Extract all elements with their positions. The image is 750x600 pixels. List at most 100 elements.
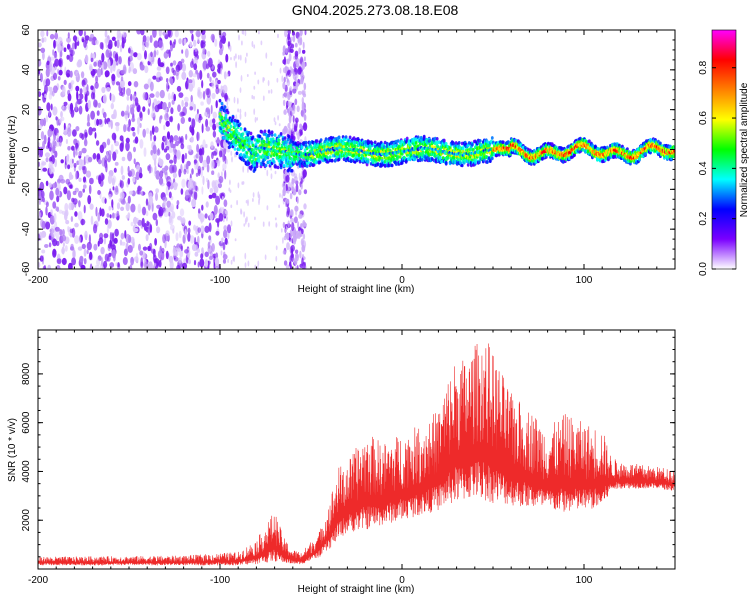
heatmap-cell xyxy=(63,186,68,195)
heatmap-cell xyxy=(254,71,256,75)
heatmap-cell xyxy=(63,79,67,86)
heatmap-cell xyxy=(264,254,267,260)
heatmap-cell xyxy=(53,39,56,49)
heatmap-cell xyxy=(166,181,172,187)
heatmap-cell xyxy=(297,232,301,240)
heatmap-cell xyxy=(150,81,154,92)
heatmap-cell xyxy=(237,182,240,189)
heatmap-cell xyxy=(302,222,307,227)
heatmap-cell xyxy=(296,264,299,269)
heatmap-cell xyxy=(101,141,107,149)
heatmap-cell xyxy=(59,118,63,124)
heatmap-cell xyxy=(156,127,159,133)
heatmap-cell xyxy=(63,122,66,131)
heatmap-cell xyxy=(151,125,155,135)
heatmap-cell xyxy=(258,134,262,139)
heatmap-cell xyxy=(55,231,60,241)
heatmap-cell xyxy=(234,143,238,147)
heatmap-cell xyxy=(133,146,136,153)
heatmap-cell xyxy=(159,89,165,99)
heatmap-cell xyxy=(73,162,77,168)
heatmap-cell xyxy=(200,167,203,178)
heatmap-cell xyxy=(158,157,162,165)
heatmap-cell xyxy=(242,158,246,163)
heatmap-cell xyxy=(101,61,105,72)
heatmap-cell xyxy=(180,116,185,124)
heatmap-cell xyxy=(188,259,191,265)
heatmap-cell xyxy=(142,246,148,251)
heatmap-cell xyxy=(274,170,277,175)
heatmap-cell xyxy=(187,232,191,242)
heatmap-cell xyxy=(282,250,286,255)
heatmap-cell xyxy=(146,35,150,43)
heatmap-cell xyxy=(107,43,113,50)
heatmap-cell xyxy=(137,104,141,113)
heatmap-cell xyxy=(253,108,256,115)
heatmap-cell xyxy=(130,203,136,213)
heatmap-cell xyxy=(147,245,152,252)
heatmap-cell xyxy=(163,124,166,131)
heatmap-cell xyxy=(194,57,198,65)
heatmap-cell xyxy=(286,242,290,251)
heatmap-cell xyxy=(297,132,300,141)
heatmap-cell xyxy=(270,89,273,94)
heatmap-cell xyxy=(75,126,80,132)
heatmap-cell xyxy=(83,204,86,214)
heatmap-cell xyxy=(289,46,292,53)
heatmap-cell xyxy=(207,241,211,249)
heatmap-cell xyxy=(220,105,224,110)
heatmap-cell xyxy=(60,111,63,118)
heatmap-cell xyxy=(199,213,205,223)
heatmap-cell xyxy=(231,156,233,163)
heatmap-cell xyxy=(52,249,57,256)
heatmap-cell xyxy=(189,30,194,34)
heatmap-cell xyxy=(178,257,183,264)
heatmap-cell xyxy=(337,135,341,140)
heatmap-cell xyxy=(295,180,299,185)
heatmap-cell xyxy=(195,172,199,177)
heatmap-cell xyxy=(218,175,224,184)
heatmap-cell xyxy=(127,56,131,67)
heatmap-cell xyxy=(72,190,77,196)
heatmap-cell xyxy=(287,30,291,35)
heatmap-cell xyxy=(38,161,41,167)
heatmap-cell xyxy=(46,60,50,66)
heatmap-cell xyxy=(287,33,291,41)
heatmap-cell xyxy=(344,135,348,139)
heatmap-cell xyxy=(100,208,105,217)
heatmap-cell xyxy=(233,147,237,151)
heatmap-cell xyxy=(38,42,42,48)
heatmap-cell xyxy=(209,187,214,194)
heatmap-cell xyxy=(234,238,237,242)
heatmap-cell xyxy=(96,68,102,78)
heatmap-cell xyxy=(110,244,116,251)
heatmap-cell xyxy=(66,73,70,78)
heatmap-cell xyxy=(107,174,113,185)
heatmap-cell xyxy=(79,88,83,94)
heatmap-cell xyxy=(45,180,49,187)
heatmap-cell xyxy=(40,30,45,38)
heatmap-cell xyxy=(288,114,292,124)
heatmap-cell xyxy=(222,37,226,45)
heatmap-cell xyxy=(79,132,83,139)
heatmap-cell xyxy=(206,155,211,165)
heatmap-cell xyxy=(152,75,157,80)
heatmap-cell xyxy=(282,81,286,90)
heatmap-cell xyxy=(152,30,157,38)
heatmap-cell xyxy=(193,63,198,71)
heatmap-cell xyxy=(114,53,119,62)
heatmap-cell xyxy=(212,118,216,124)
heatmap-cell xyxy=(190,136,194,143)
heatmap-cell xyxy=(366,160,370,164)
heatmap-cell xyxy=(42,140,46,150)
heatmap-cell xyxy=(88,184,92,195)
heatmap-cell xyxy=(166,82,170,92)
heatmap-cell xyxy=(78,150,83,156)
heatmap-cell xyxy=(235,114,238,121)
heatmap-cell xyxy=(222,136,226,140)
heatmap-cell xyxy=(158,40,164,48)
heatmap-cell xyxy=(130,236,135,244)
heatmap-cell xyxy=(284,175,288,184)
heatmap-cell xyxy=(100,246,105,255)
heatmap-cell xyxy=(71,158,74,164)
